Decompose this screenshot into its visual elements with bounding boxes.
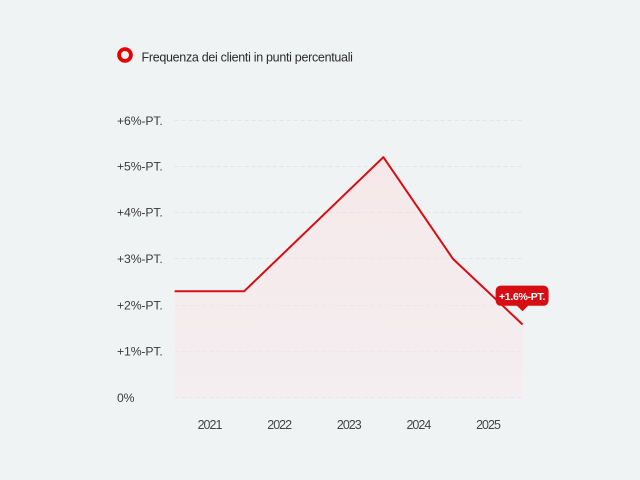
svg-text:+6%-PT.: +6%-PT. — [117, 114, 163, 128]
svg-text:+2%-PT.: +2%-PT. — [117, 299, 163, 313]
svg-text:2024: 2024 — [406, 418, 431, 432]
svg-text:2025: 2025 — [476, 418, 501, 432]
svg-text:0%: 0% — [117, 391, 135, 405]
svg-text:Frequenza dei clienti in punti: Frequenza dei clienti in punti percentua… — [142, 51, 353, 65]
svg-text:+4%-PT.: +4%-PT. — [117, 206, 163, 220]
svg-text:2023: 2023 — [337, 418, 362, 432]
svg-text:+5%-PT.: +5%-PT. — [117, 160, 163, 174]
svg-text:2021: 2021 — [198, 418, 223, 432]
svg-text:+1%-PT.: +1%-PT. — [117, 345, 163, 359]
svg-text:2022: 2022 — [267, 418, 292, 432]
svg-text:+3%-PT.: +3%-PT. — [117, 252, 163, 266]
svg-text:+1.6%-PT.: +1.6%-PT. — [499, 291, 545, 303]
